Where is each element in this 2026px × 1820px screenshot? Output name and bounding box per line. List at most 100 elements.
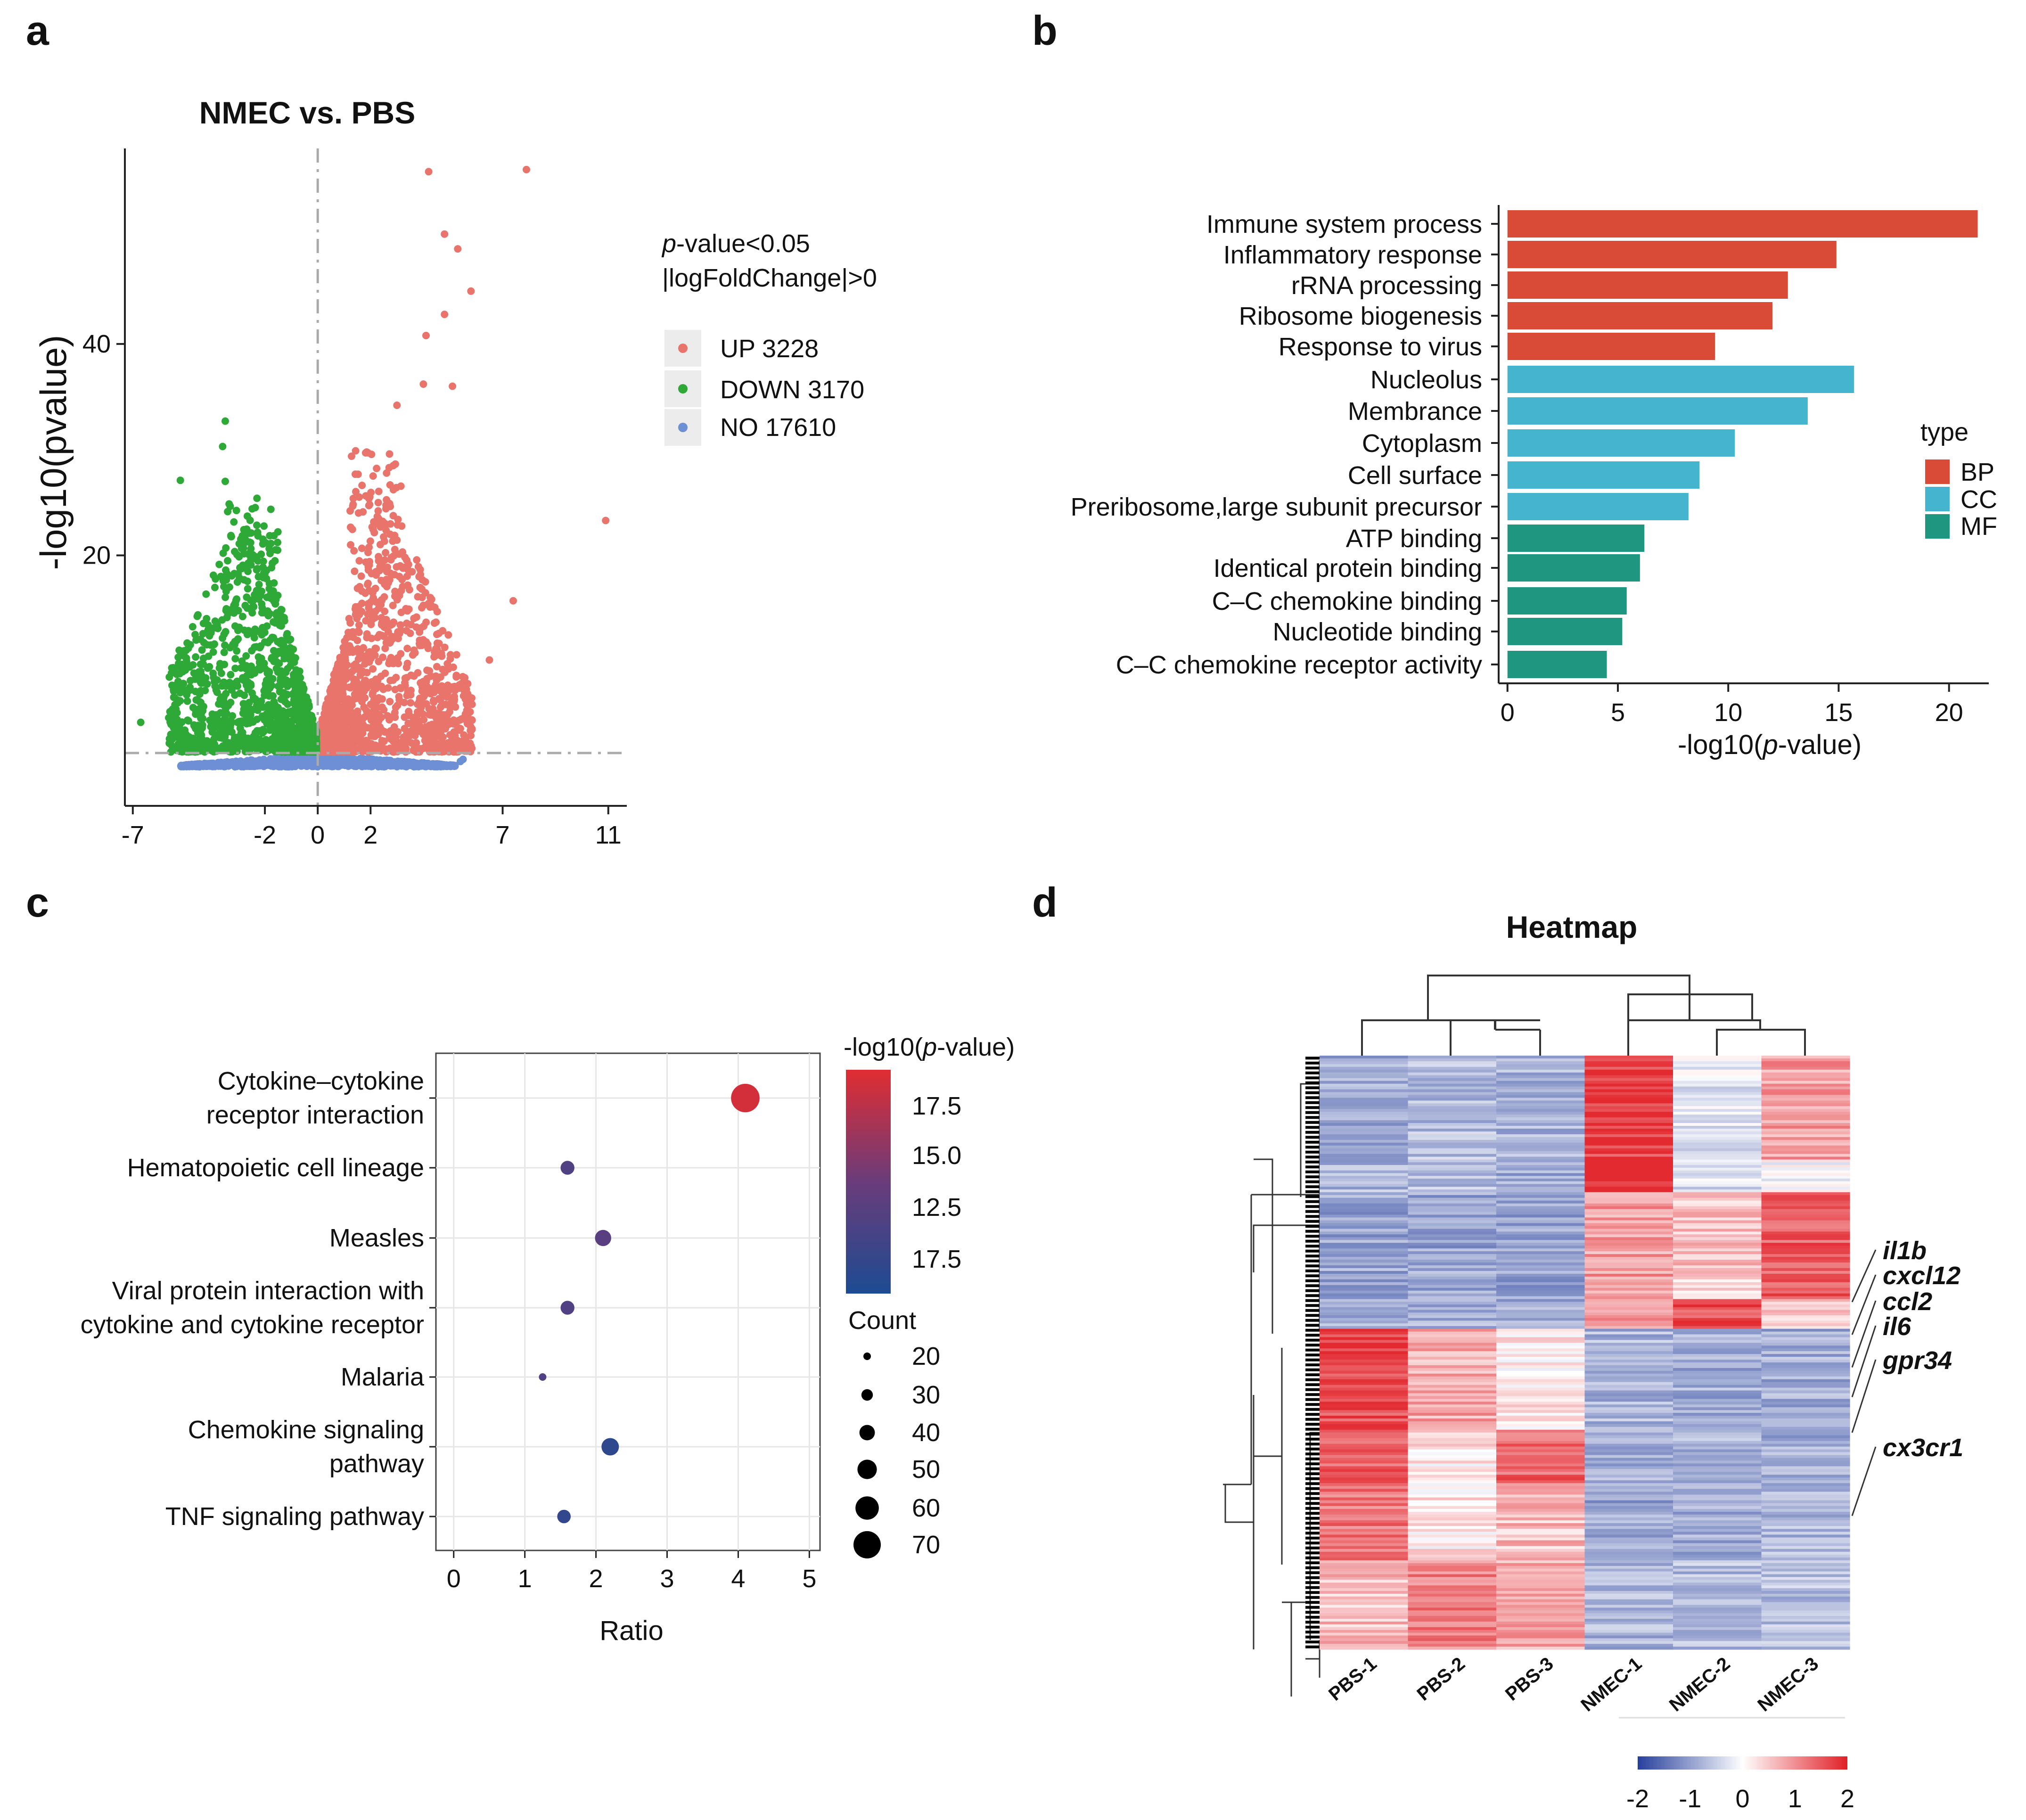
heatmap-cell — [1496, 1514, 1585, 1518]
heatmap-cell — [1673, 1189, 1762, 1193]
heatmap-cell — [1761, 1402, 1850, 1405]
volcano-legend: p-value<0.05 |logFoldChange|>0 UP 3228 D… — [661, 230, 877, 446]
volcano-point — [418, 760, 426, 768]
heatmap-cell — [1496, 1382, 1585, 1385]
heatmap-cell — [1320, 1285, 1409, 1288]
heatmap-cell — [1584, 1181, 1673, 1185]
heatmap-cell — [1496, 1416, 1585, 1419]
heatmap-cell — [1761, 1393, 1850, 1397]
heatmap-cell — [1320, 1072, 1409, 1076]
volcano-point — [266, 726, 274, 734]
volcano-point — [276, 677, 284, 685]
heatmap-cell — [1761, 1086, 1850, 1090]
heatmap-cell — [1320, 1402, 1409, 1405]
heatmap-cell — [1320, 1081, 1409, 1084]
volcano-point — [236, 758, 244, 766]
heatmap-cell — [1673, 1304, 1762, 1308]
volcano-point — [423, 740, 431, 748]
volcano-point — [367, 731, 375, 739]
volcano-point — [374, 499, 382, 507]
heatmap-cell — [1673, 1115, 1762, 1118]
heatmap-cell — [1496, 1117, 1585, 1121]
volcano-point — [348, 729, 356, 737]
volcano-point — [419, 601, 427, 609]
heatmap-cell — [1320, 1449, 1409, 1453]
heatmap-cell — [1584, 1517, 1673, 1521]
heatmap-cell — [1761, 1387, 1850, 1391]
volcano-point — [203, 641, 211, 649]
heatmap-cell — [1320, 1234, 1409, 1238]
volcano-point — [394, 516, 402, 524]
heatmap-cell — [1320, 1497, 1409, 1501]
heatmap-cell — [1761, 1254, 1850, 1257]
heatmap-cell — [1496, 1396, 1585, 1399]
volcano-point — [380, 756, 388, 764]
heatmap-cell — [1584, 1354, 1673, 1357]
volcano-point — [352, 665, 360, 673]
heatmap-cell — [1496, 1231, 1585, 1235]
heatmap-cell — [1496, 1095, 1585, 1098]
heatmap-cell — [1584, 1441, 1673, 1444]
volcano-point — [264, 639, 272, 647]
heatmap-cell — [1320, 1184, 1409, 1187]
volcano-point — [235, 718, 243, 726]
volcano-point — [174, 653, 182, 661]
heatmap-cell — [1673, 1142, 1762, 1146]
heatmap-cell — [1320, 1257, 1409, 1260]
kegg-size-legend-dot — [861, 1389, 873, 1401]
heatmap-cell — [1408, 1086, 1497, 1090]
volcano-point — [381, 644, 389, 652]
heatmap-cell — [1320, 1206, 1409, 1210]
volcano-point — [219, 549, 227, 557]
kegg-color-title-prefix: -log10( — [844, 1033, 923, 1061]
volcano-point — [312, 745, 320, 753]
heatmap-cell — [1320, 1466, 1409, 1469]
volcano-point — [337, 659, 345, 667]
volcano-point — [254, 573, 262, 581]
heatmap-cell — [1584, 1220, 1673, 1224]
heatmap-cell — [1496, 1240, 1585, 1243]
heatmap-cell — [1320, 1231, 1409, 1235]
heatmap-cell — [1761, 1511, 1850, 1515]
volcano-point — [167, 713, 174, 721]
volcano-point — [296, 721, 304, 730]
volcano-point — [186, 641, 194, 649]
volcano-point — [248, 758, 256, 766]
heatmap-cell — [1673, 1167, 1762, 1171]
heatmap-cell — [1320, 1209, 1409, 1213]
heatmap-cell — [1496, 1056, 1585, 1059]
heatmap-cell — [1496, 1337, 1585, 1341]
volcano-point — [293, 756, 301, 764]
heatmap-cell — [1673, 1081, 1762, 1084]
volcano-point — [390, 552, 398, 560]
volcano-point — [178, 667, 186, 675]
volcano-point — [272, 546, 280, 554]
volcano-point — [200, 678, 208, 686]
heatmap-cell — [1408, 1472, 1497, 1475]
volcano-point — [242, 664, 250, 672]
go-legend: type BP CC MF — [1920, 418, 1997, 541]
volcano-point — [287, 744, 295, 752]
heatmap-cell — [1320, 1276, 1409, 1280]
heatmap-cell — [1320, 1351, 1409, 1354]
volcano-point — [435, 686, 443, 694]
heatmap-cell — [1496, 1455, 1585, 1459]
heatmap-cell — [1320, 1120, 1409, 1123]
volcano-point — [362, 737, 370, 745]
volcano-point — [259, 557, 267, 566]
volcano-point — [357, 572, 365, 580]
go-bar — [1507, 461, 1700, 489]
heatmap-cell — [1320, 1260, 1409, 1263]
heatmap-cell — [1496, 1126, 1585, 1129]
volcano-point — [349, 746, 357, 754]
heatmap-cell — [1584, 1069, 1673, 1073]
volcano-point — [358, 587, 366, 595]
heatmap-cell — [1496, 1246, 1585, 1249]
heatmap-cell — [1584, 1126, 1673, 1129]
heatmap-cell — [1673, 1318, 1762, 1321]
heatmap-cell — [1761, 1497, 1850, 1501]
volcano-point — [247, 680, 254, 688]
volcano-point — [412, 623, 420, 631]
heatmap-cell — [1584, 1480, 1673, 1484]
